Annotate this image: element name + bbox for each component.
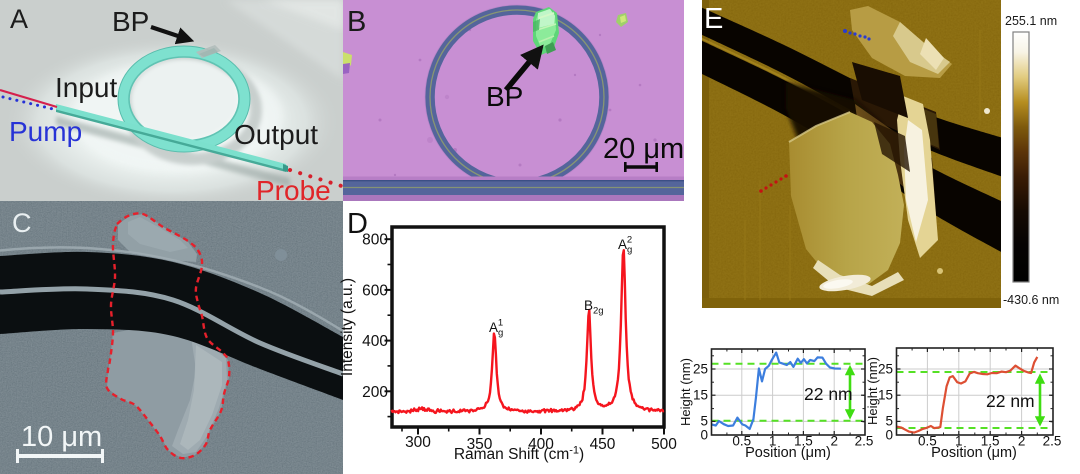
svg-text:2.5: 2.5 [1043,434,1062,449]
svg-text:Pump: Pump [9,116,82,147]
svg-text:25: 25 [693,362,708,377]
svg-text:D: D [347,208,368,240]
svg-text:BP: BP [112,6,149,37]
svg-text:Intensity (a.u.): Intensity (a.u.) [339,278,356,376]
svg-text:Output: Output [234,119,318,150]
svg-text:400: 400 [528,436,554,453]
svg-text:2.5: 2.5 [855,434,874,449]
svg-text:B: B [347,6,366,38]
svg-text:600: 600 [362,283,388,300]
svg-text:Ag2: Ag2 [618,235,632,256]
svg-text:5: 5 [885,414,893,429]
svg-text:255.1 nm: 255.1 nm [1005,14,1057,28]
svg-text:2: 2 [830,434,838,449]
svg-text:0.5: 0.5 [918,434,937,449]
svg-text:-430.6 nm: -430.6 nm [1003,293,1059,307]
svg-text:300: 300 [405,434,431,451]
svg-text:E: E [704,3,723,35]
svg-text:Position (μm): Position (μm) [745,445,831,461]
svg-text:350: 350 [467,436,493,453]
svg-text:BP: BP [486,81,523,112]
svg-text:0.5: 0.5 [732,434,751,449]
svg-text:1.5: 1.5 [794,434,813,449]
svg-text:A: A [10,4,28,34]
svg-text:22 nm: 22 nm [986,391,1035,411]
svg-text:0: 0 [885,428,893,443]
svg-text:C: C [12,208,32,238]
svg-text:Position (μm): Position (μm) [931,445,1017,461]
svg-text:Raman Shift (cm-1): Raman Shift (cm-1) [454,445,584,464]
svg-text:25: 25 [878,362,893,377]
svg-text:Input: Input [55,72,117,103]
svg-text:Ag1: Ag1 [489,318,503,339]
svg-text:800: 800 [362,232,388,249]
svg-text:1.5: 1.5 [981,434,1000,449]
svg-text:1: 1 [955,434,963,449]
svg-text:0: 0 [700,428,708,443]
svg-text:400: 400 [362,333,388,350]
svg-text:20 μm: 20 μm [603,133,684,165]
svg-text:450: 450 [590,436,616,453]
svg-text:1: 1 [769,434,777,449]
svg-text:15: 15 [878,388,893,403]
svg-text:500: 500 [651,436,677,453]
svg-text:10 μm: 10 μm [21,421,102,453]
svg-text:5: 5 [700,414,708,429]
svg-text:2: 2 [1018,434,1026,449]
svg-text:Probe: Probe [256,175,331,206]
svg-text:15: 15 [693,388,708,403]
svg-text:Height (nm): Height (nm) [865,357,880,425]
svg-text:200: 200 [362,384,388,401]
svg-text:Height (nm): Height (nm) [678,358,693,426]
svg-text:22 nm: 22 nm [804,384,853,404]
